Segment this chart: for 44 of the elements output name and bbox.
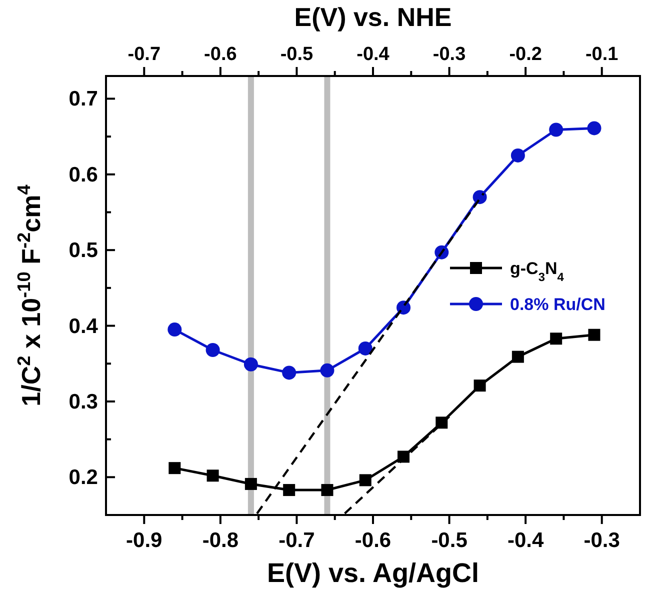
x-tick-label: -0.9 bbox=[126, 529, 162, 552]
y-tick-label: 0.5 bbox=[68, 239, 98, 262]
x2-tick-label: -0.3 bbox=[432, 44, 466, 65]
point bbox=[358, 341, 372, 356]
x-tick-label: -0.3 bbox=[584, 529, 620, 552]
y-tick-label: 0.2 bbox=[68, 466, 98, 490]
point bbox=[472, 190, 487, 204]
y-tick-label: 0.3 bbox=[68, 390, 98, 414]
x2-tick-label: -0.2 bbox=[509, 44, 542, 65]
point bbox=[244, 357, 258, 372]
x-tick-label: -0.4 bbox=[507, 529, 544, 552]
point bbox=[587, 121, 602, 136]
x2-axis-title: E(V) vs. NHE bbox=[294, 2, 452, 32]
point bbox=[320, 363, 334, 378]
point bbox=[512, 350, 524, 363]
point bbox=[168, 462, 181, 474]
x2-tick-label: -0.7 bbox=[128, 44, 161, 65]
y-tick-label: 0.6 bbox=[68, 163, 98, 186]
x2-tick-label: -0.5 bbox=[280, 44, 314, 65]
point bbox=[474, 380, 486, 392]
point bbox=[359, 474, 372, 486]
x2-tick-label: -0.1 bbox=[585, 44, 619, 65]
legend-label: g-C$_{3}$N$_{4}$ bbox=[510, 259, 564, 284]
x-tick-label: -0.5 bbox=[431, 529, 468, 552]
x-tick-label: -0.7 bbox=[278, 529, 315, 552]
point bbox=[168, 322, 182, 337]
point bbox=[550, 332, 562, 345]
x2-tick-label: -0.6 bbox=[204, 44, 237, 65]
x2-tick-label: -0.4 bbox=[356, 44, 390, 65]
point bbox=[282, 366, 296, 380]
point bbox=[206, 342, 220, 357]
y-tick-label: 0.4 bbox=[68, 314, 98, 338]
x-tick-label: -0.8 bbox=[202, 529, 239, 552]
legend-label: 0.8% Ru/CN bbox=[510, 295, 606, 314]
point bbox=[588, 328, 600, 341]
point bbox=[244, 478, 257, 490]
y-tick-label: 0.7 bbox=[68, 88, 98, 111]
point bbox=[283, 484, 296, 496]
point bbox=[510, 148, 525, 162]
x-axis-title: E(V) vs. Ag/AgCl bbox=[266, 558, 480, 588]
point bbox=[549, 122, 564, 137]
point bbox=[321, 484, 334, 496]
x-tick-label: -0.6 bbox=[354, 529, 392, 552]
point bbox=[206, 470, 219, 482]
